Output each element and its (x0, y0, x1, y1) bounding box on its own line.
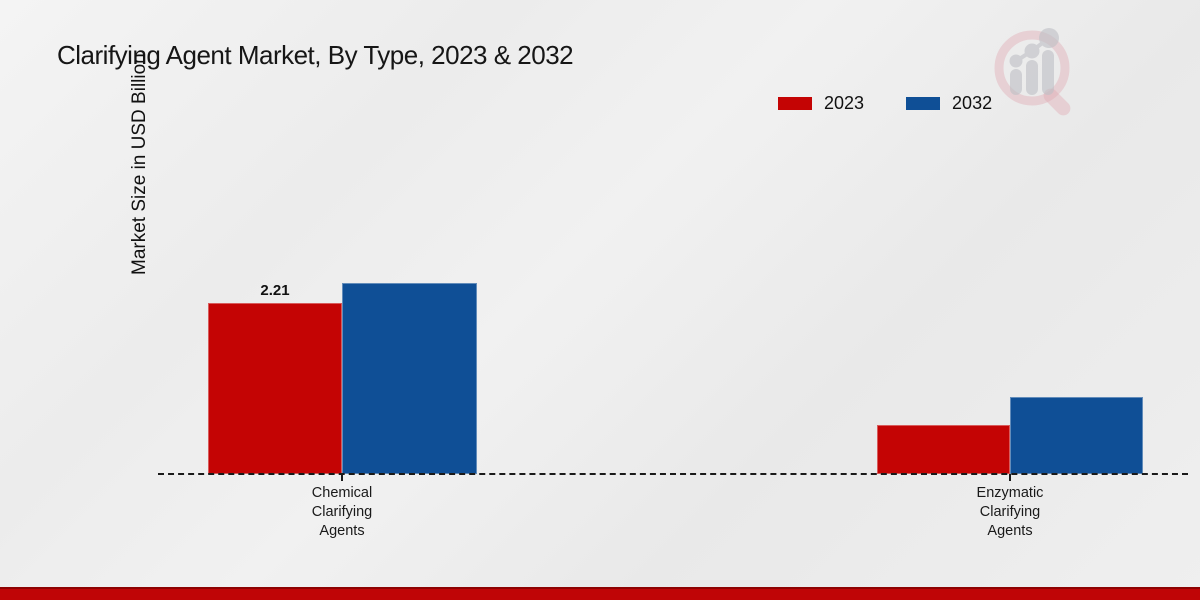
plot-area: 2.21 (158, 0, 1188, 474)
y-axis-label: Market Size in USD Billion (128, 53, 150, 275)
x-axis-tick-chemical (341, 474, 343, 481)
magnifier-bar-chart-logo-icon (994, 28, 1071, 116)
category-label-enzymatic: Enzymatic Clarifying Agents (976, 485, 1044, 540)
legend-item-2023: 2023 (778, 93, 864, 114)
legend-label-2032: 2032 (952, 93, 993, 113)
chart-title: Clarifying Agent Market, By Type, 2023 &… (57, 40, 574, 70)
category-label-chemical: Chemical Clarifying Agents (311, 485, 373, 540)
legend: 2023 2032 (778, 93, 992, 114)
legend-swatch-2032 (906, 97, 941, 110)
bottom-accent-strip (0, 587, 1200, 600)
bar-value-label: 2.21 (260, 282, 290, 299)
bar-chemical-2023 (208, 303, 342, 474)
legend-label-2023: 2023 (824, 93, 865, 113)
bar-enzymatic-2023 (877, 425, 1010, 474)
x-axis-baseline (158, 473, 1188, 475)
legend-swatch-2023 (778, 97, 812, 110)
legend-item-2032: 2032 (906, 93, 992, 114)
x-axis-tick-enzymatic (1009, 474, 1011, 481)
bar-chemical-2032 (342, 283, 477, 474)
bar-enzymatic-2032 (1010, 397, 1143, 474)
